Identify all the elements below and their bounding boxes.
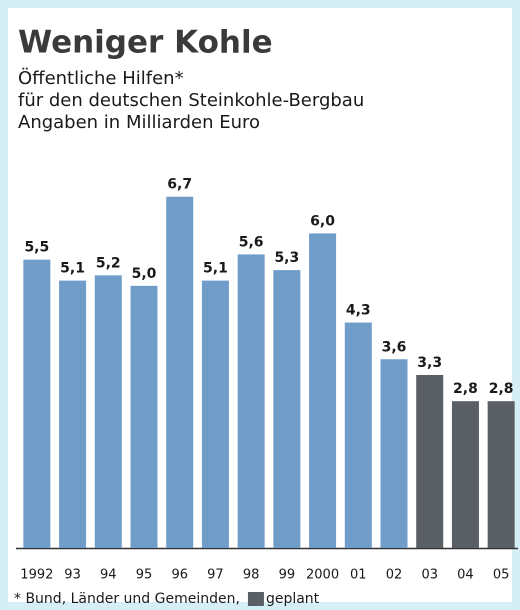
value-label: 5,6 (239, 234, 264, 250)
chart-title: Weniger Kohle (18, 25, 273, 61)
value-label: 5,5 (24, 240, 49, 256)
bar (344, 322, 372, 548)
value-label: 3,3 (417, 355, 442, 371)
x-tick-label: 97 (207, 568, 224, 583)
value-label: 5,2 (96, 255, 121, 271)
value-label: 5,1 (203, 261, 228, 277)
subtitle: Öffentliche Hilfen* (18, 67, 184, 89)
footnote: * Bund, Länder und Gemeinden, (14, 591, 240, 607)
bar (23, 259, 51, 548)
x-tick-label: 98 (243, 568, 260, 583)
value-label: 2,8 (489, 381, 514, 397)
x-tick-label: 03 (421, 568, 438, 583)
value-label: 5,0 (132, 266, 157, 282)
bar (166, 196, 194, 548)
x-tick-label: 02 (386, 568, 403, 583)
x-tick-label: 99 (279, 568, 296, 583)
value-label: 6,0 (310, 213, 335, 229)
bar (487, 401, 515, 548)
bar (416, 374, 444, 548)
value-label: 5,1 (60, 261, 85, 277)
subtitle: Angaben in Milliarden Euro (18, 112, 260, 133)
value-label: 4,3 (346, 303, 371, 319)
bar (59, 280, 87, 548)
bar (309, 233, 337, 548)
value-label: 6,7 (167, 177, 192, 193)
legend-swatch (247, 592, 264, 606)
x-tick-label: 04 (457, 568, 474, 583)
x-tick-label: 96 (171, 568, 188, 583)
subtitle: für den deutschen Steinkohle-Bergbau (18, 90, 364, 111)
x-tick-label: 94 (100, 568, 117, 583)
x-tick-label: 95 (136, 568, 153, 583)
x-tick-label: 01 (350, 568, 367, 583)
x-tick-label: 93 (64, 568, 81, 583)
bar (237, 254, 265, 548)
x-tick-label: 2000 (306, 568, 339, 583)
x-tick-label: 1992 (20, 568, 53, 583)
bar (201, 280, 229, 548)
value-label: 2,8 (453, 381, 478, 397)
x-tick-label: 05 (493, 568, 510, 583)
bar (451, 401, 479, 548)
value-label: 3,6 (382, 339, 407, 355)
bar (273, 270, 301, 548)
bar (380, 359, 408, 548)
bar (94, 275, 122, 548)
value-label: 5,3 (274, 250, 299, 266)
bar (130, 285, 158, 548)
legend-label: geplant (266, 591, 320, 607)
